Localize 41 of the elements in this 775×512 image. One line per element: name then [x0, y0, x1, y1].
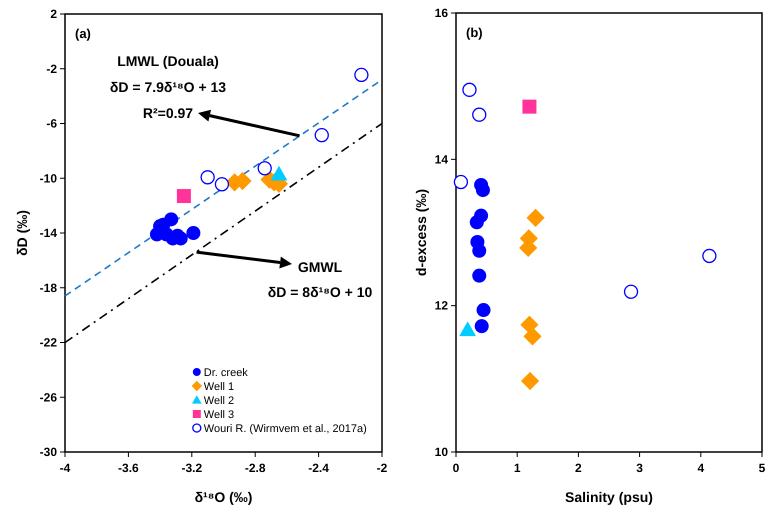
x-axis-title: δ¹⁸O (‰)	[194, 489, 252, 505]
y-tick-label: -30	[40, 445, 58, 459]
y-tick-label: -26	[40, 390, 58, 404]
x-tick-label: -3.2	[181, 461, 202, 475]
x-tick-label: 0	[452, 461, 460, 475]
x-tick-label: 4	[697, 461, 704, 475]
x-tick-label: -2	[376, 461, 388, 475]
y-tick-label: 12	[434, 298, 448, 313]
y-axis-title: δD (‰)	[14, 210, 30, 256]
x-tick-label: -3.6	[118, 461, 140, 475]
legend-label: Wouri R. (Wirmvem et al., 2017a)	[204, 423, 367, 435]
x-tick-label: 1	[514, 461, 521, 475]
annotation: GMWL	[298, 259, 343, 275]
annotation: LMWL (Douala)	[117, 53, 219, 69]
y-tick-label: 14	[434, 152, 448, 166]
y-tick-label: -2	[46, 62, 58, 76]
x-tick-label: -2.8	[244, 461, 266, 475]
y-tick-label: -6	[46, 116, 58, 130]
y-tick-label: -22	[40, 336, 58, 350]
y-tick-label: 2	[50, 7, 58, 21]
y-tick-label: -14	[40, 226, 58, 240]
annotation: δD = 8δ¹⁸O + 10	[268, 284, 372, 300]
legend-label: Dr. creek	[204, 367, 248, 379]
legend-label: Well 2	[204, 395, 234, 407]
y-tick-label: -18	[40, 280, 58, 295]
x-tick-label: 5	[758, 461, 766, 475]
annotation: R²=0.97	[142, 105, 194, 121]
text: (b)	[466, 25, 483, 40]
y-tick-label: -10	[40, 171, 58, 186]
x-tick-label: 2	[575, 461, 582, 475]
y-tick-label: 16	[434, 6, 448, 20]
annotation: δD = 7.9δ¹⁸O + 13	[110, 79, 226, 95]
text: (a)	[75, 26, 91, 41]
y-tick-label: 10	[434, 445, 448, 459]
x-tick-label: 3	[636, 461, 644, 475]
legend-label: Well 3	[204, 409, 234, 421]
x-tick-label: -2.4	[308, 461, 330, 475]
x-tick-label: -4	[60, 461, 71, 475]
y-axis-title: d-excess (‰)	[413, 188, 429, 276]
x-axis-title: Salinity (psu)	[565, 489, 653, 505]
legend-label: Well 1	[204, 381, 234, 393]
